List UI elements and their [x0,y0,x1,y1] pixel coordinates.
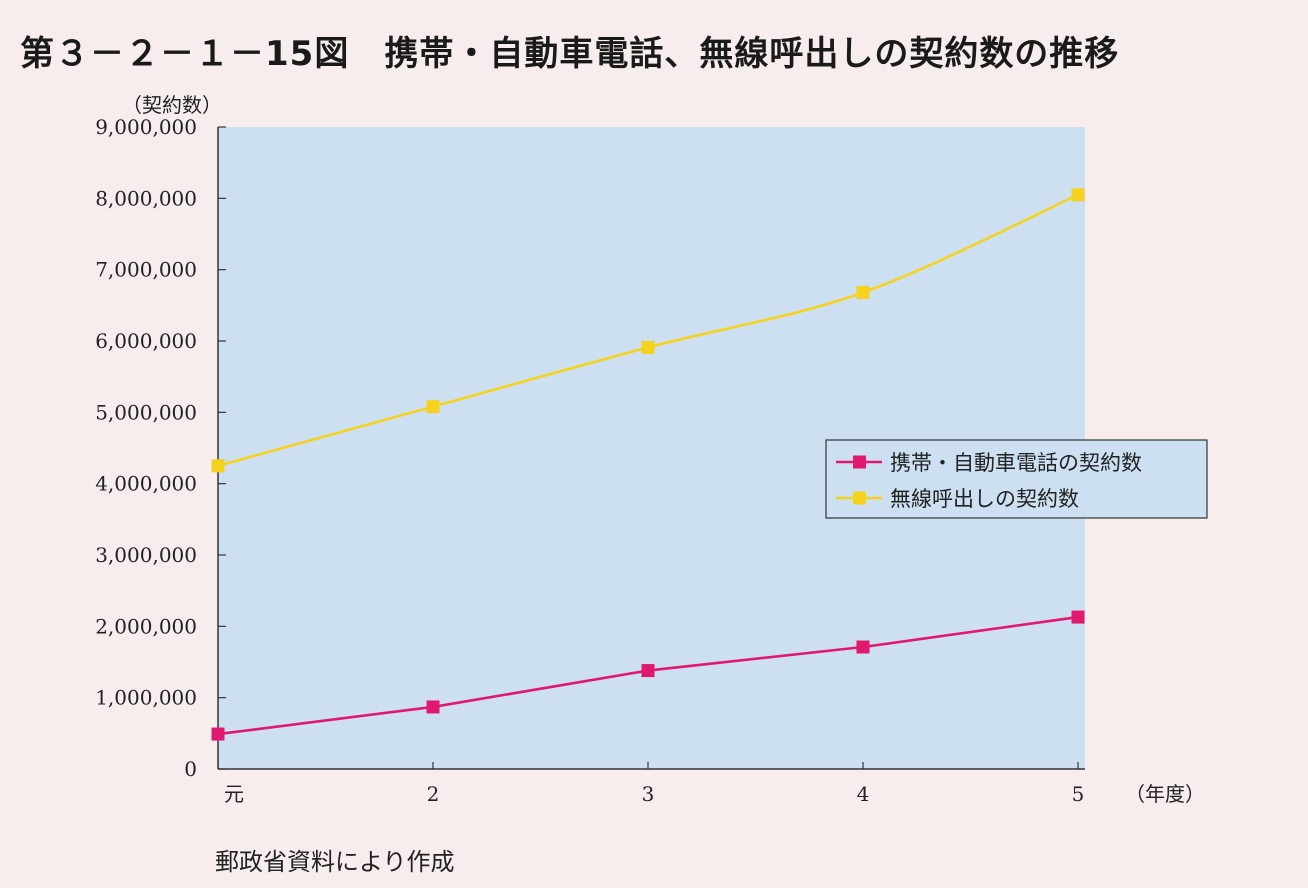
source-note: 郵政省資料により作成 [215,848,455,876]
data-point [211,459,225,473]
y-tick-label: 6,000,000 [95,329,197,353]
data-point [211,727,225,741]
y-tick-label: 1,000,000 [95,686,197,710]
data-point [856,285,870,299]
series-layer [211,188,1085,741]
y-tick-label: 8,000,000 [95,186,197,210]
x-tick-label: 4 [857,782,870,806]
data-point [1071,188,1085,202]
legend-label: 無線呼出しの契約数 [890,487,1079,511]
legend-box [825,439,1208,519]
chart-title: 第３－２－１－15図 携帯・自動車電話、無線呼出しの契約数の推移 [20,34,1120,74]
x-tick-label: 元 [224,782,244,806]
y-tick-label: 7,000,000 [95,258,197,282]
legend-swatch-marker [853,455,866,469]
y-tick-label: 5,000,000 [95,400,197,424]
data-point [856,640,870,654]
y-tick-label: 9,000,000 [95,115,197,139]
data-point [641,340,655,354]
x-axis-label: （年度） [1125,782,1205,806]
y-axis-label: （契約数） [122,93,222,117]
data-point [426,400,440,414]
x-tick-label: 5 [1072,782,1085,806]
y-tick-label: 2,000,000 [95,614,197,638]
y-tick-label: 3,000,000 [95,543,197,567]
data-point [641,664,655,678]
data-point [1071,610,1085,624]
x-tick-label: 3 [642,782,655,806]
y-tick-label: 4,000,000 [95,472,197,496]
x-tick-label: 2 [427,782,440,806]
y-tick-label: 0 [184,757,197,781]
x-axis: 元 2 3 4 5 [217,762,1085,806]
y-axis: 0 1,000,000 2,000,000 3,000,000 4,000,000 5,0… [95,115,226,781]
data-point [426,700,440,714]
legend-swatch-marker [853,491,866,505]
legend-label: 携帯・自動車電話の契約数 [890,451,1142,475]
